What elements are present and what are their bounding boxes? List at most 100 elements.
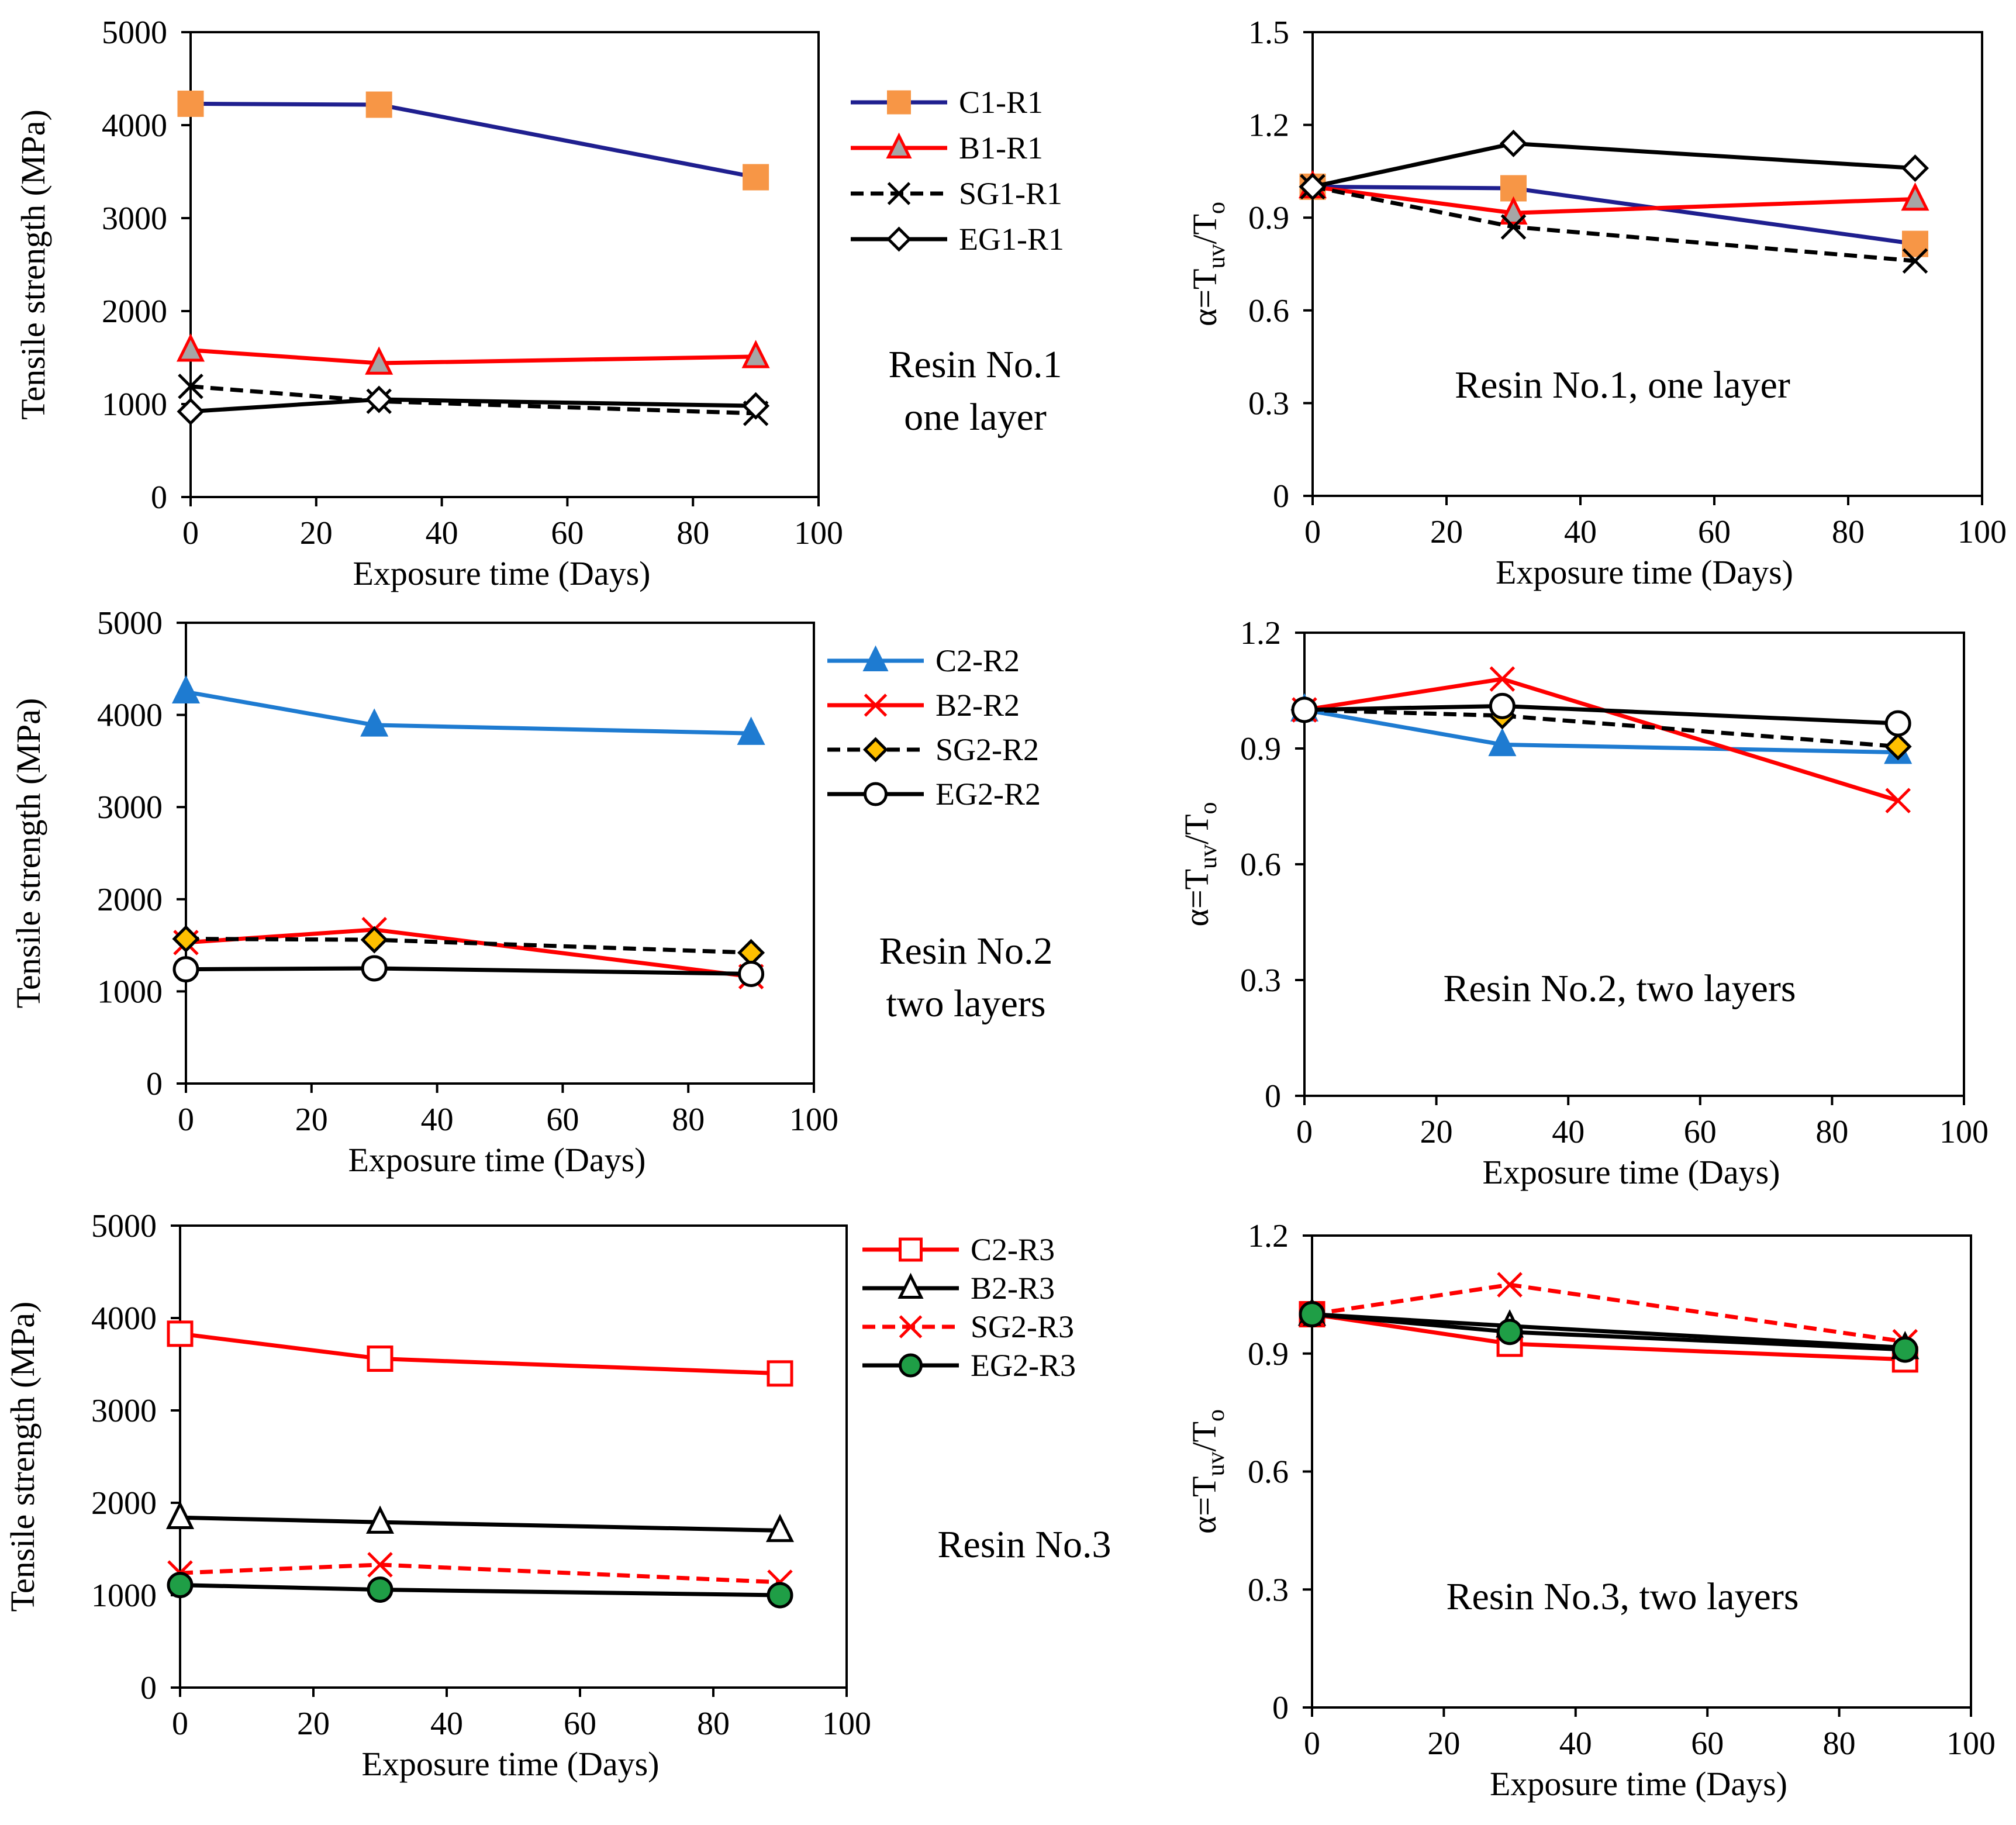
series-EG2-R3	[1299, 1301, 1918, 1363]
data-point-B2-R2	[1489, 666, 1516, 692]
y-tick-label: 0.9	[1248, 1336, 1289, 1372]
legend-marker-C2-R3	[899, 1237, 923, 1262]
chart-panel-2: 0 20 40 60 80 100 0 0.3 0.6 0.9 1.2 1.5 Exposure tim…	[1186, 15, 2007, 591]
y-tick-label: 1.2	[1240, 615, 1281, 651]
panel-annotation: Resin No.2, two layers	[1443, 967, 1796, 1010]
data-point-EG2-R2	[172, 956, 199, 983]
series-line-SG2-R2	[1304, 708, 1898, 749]
data-point-SG2-R3-stroke-b	[367, 1552, 393, 1578]
data-point-SG1-R1	[1500, 214, 1527, 240]
x-axis-title: Exposure time (Days)	[1490, 1765, 1787, 1803]
x-tick-label: 20	[297, 1706, 330, 1742]
x-axis-title: Exposure time (Days)	[353, 554, 651, 592]
legend-marker-B2-R3	[897, 1272, 924, 1299]
data-point-SG2-R3-stroke-b	[1497, 1272, 1523, 1298]
data-point-C2-R2	[360, 708, 389, 737]
y-tick-label: 0.3	[1240, 962, 1281, 999]
series-B2-R3	[165, 1500, 795, 1543]
y-axis-title: Tensile strength (MPa)	[14, 109, 52, 420]
y-tick-label: 0	[140, 1670, 157, 1706]
x-tick-label: 0	[178, 1102, 194, 1138]
data-point-B2-R3	[765, 1513, 795, 1543]
y-tick-label: 0	[146, 1066, 163, 1102]
x-tick-label: 80	[676, 515, 709, 551]
data-point-C2-R2	[1488, 727, 1517, 757]
legend-label: B1-R1	[959, 130, 1043, 165]
data-point-SG2-R2	[360, 926, 388, 954]
data-point-SG1-R1-stroke-b	[1500, 214, 1527, 240]
panel-annotation: Resin No.1	[889, 343, 1062, 386]
series-C2-R3	[167, 1320, 793, 1387]
data-point-EG1-R1	[1299, 173, 1327, 201]
y-tick-label: 1000	[102, 387, 167, 423]
legend-label: SG2-R3	[971, 1309, 1074, 1344]
y-axis-title-part: /T	[1178, 814, 1216, 844]
data-point-EG2-R2	[1291, 696, 1318, 723]
x-tick-label: 40	[1564, 514, 1597, 550]
y-tick-label: 1000	[97, 974, 163, 1010]
data-point-C2-R3	[167, 1320, 194, 1347]
y-tick-label: 0.6	[1240, 847, 1281, 883]
legend-label: C1-R1	[959, 85, 1043, 120]
x-tick-label: 80	[697, 1706, 730, 1742]
x-axis-title: Exposure time (Days)	[1496, 553, 1793, 591]
y-axis-title-part: α=T	[1185, 1476, 1223, 1534]
x-tick-label: 0	[1304, 514, 1321, 550]
x-tick-label: 60	[1691, 1726, 1724, 1762]
plot-frame	[179, 1224, 848, 1689]
panel-annotation: one layer	[904, 396, 1047, 439]
data-point-C2-R2	[171, 675, 201, 703]
y-axis-title-part: /T	[1186, 214, 1224, 244]
x-tick-label: 20	[300, 515, 333, 551]
legend-marker-B2-R2-stroke-b	[864, 694, 888, 717]
legend-label: C2-R3	[971, 1232, 1055, 1267]
y-axis-title: α=Tuv/To	[1178, 802, 1222, 926]
x-tick-label: 100	[794, 515, 843, 551]
legend-label: B2-R2	[935, 688, 1020, 723]
x-axis-title: Exposure time (Days)	[348, 1141, 646, 1179]
x-tick-label: 20	[1430, 514, 1463, 550]
plot-frame	[189, 31, 820, 498]
data-point-EG1-R1	[1901, 154, 1929, 182]
x-tick-label: 80	[1815, 1114, 1848, 1150]
x-tick-label: 0	[182, 515, 199, 551]
y-axis-title-subscript: o	[1195, 802, 1222, 814]
x-tick-label: 40	[1552, 1114, 1585, 1150]
plot-frame	[1311, 1234, 1972, 1709]
y-axis-title-subscript: uv	[1203, 244, 1230, 269]
x-tick-label: 20	[1427, 1726, 1460, 1762]
series-EG1-R1	[1299, 129, 1929, 201]
x-tick-label: 0	[172, 1706, 188, 1742]
data-point-C2-R3	[767, 1360, 793, 1387]
y-tick-label: 4000	[97, 698, 163, 734]
x-tick-label: 40	[1559, 1726, 1592, 1762]
data-point-B1-R1	[176, 333, 205, 362]
y-tick-label: 3000	[91, 1393, 157, 1429]
y-axis-title-subscript: uv	[1203, 1452, 1230, 1476]
y-tick-label: 2000	[97, 882, 163, 918]
y-tick-label: 0	[1273, 478, 1289, 515]
legend-label: C2-R2	[935, 643, 1020, 678]
legend: C2-R2 B2-R2 SG2-R2 EG2-R2	[827, 643, 1041, 812]
y-axis-title-part: α=T	[1186, 269, 1224, 327]
y-tick-label: 4000	[91, 1300, 157, 1337]
data-point-B1-R1	[1499, 196, 1528, 225]
series-EG1-R1	[177, 385, 770, 426]
x-tick-label: 60	[551, 515, 584, 551]
legend-label: B2-R3	[971, 1271, 1055, 1306]
data-point-EG2-R2	[1884, 710, 1911, 737]
x-tick-label: 100	[789, 1102, 838, 1138]
chart-panel-4: 0 20 40 60 80 100 0 0.3 0.6 0.9 1.2 Exposure time (…	[1178, 615, 1989, 1191]
data-point-C2-R2	[737, 716, 765, 745]
data-point-SG1-R1	[1902, 248, 1928, 274]
data-point-B1-R1	[365, 346, 393, 375]
plot-frame	[1311, 31, 1983, 497]
series-EG2-R2	[172, 955, 765, 987]
data-point-EG2-R3	[767, 1582, 793, 1609]
chart-panel-1: 0 20 40 60 80 100010002000300040005000Exposur…	[14, 15, 1064, 592]
x-tick-label: 100	[1958, 514, 2007, 550]
series-EG2-R3	[167, 1572, 793, 1609]
y-axis-title: α=Tuv/To	[1185, 1409, 1230, 1534]
